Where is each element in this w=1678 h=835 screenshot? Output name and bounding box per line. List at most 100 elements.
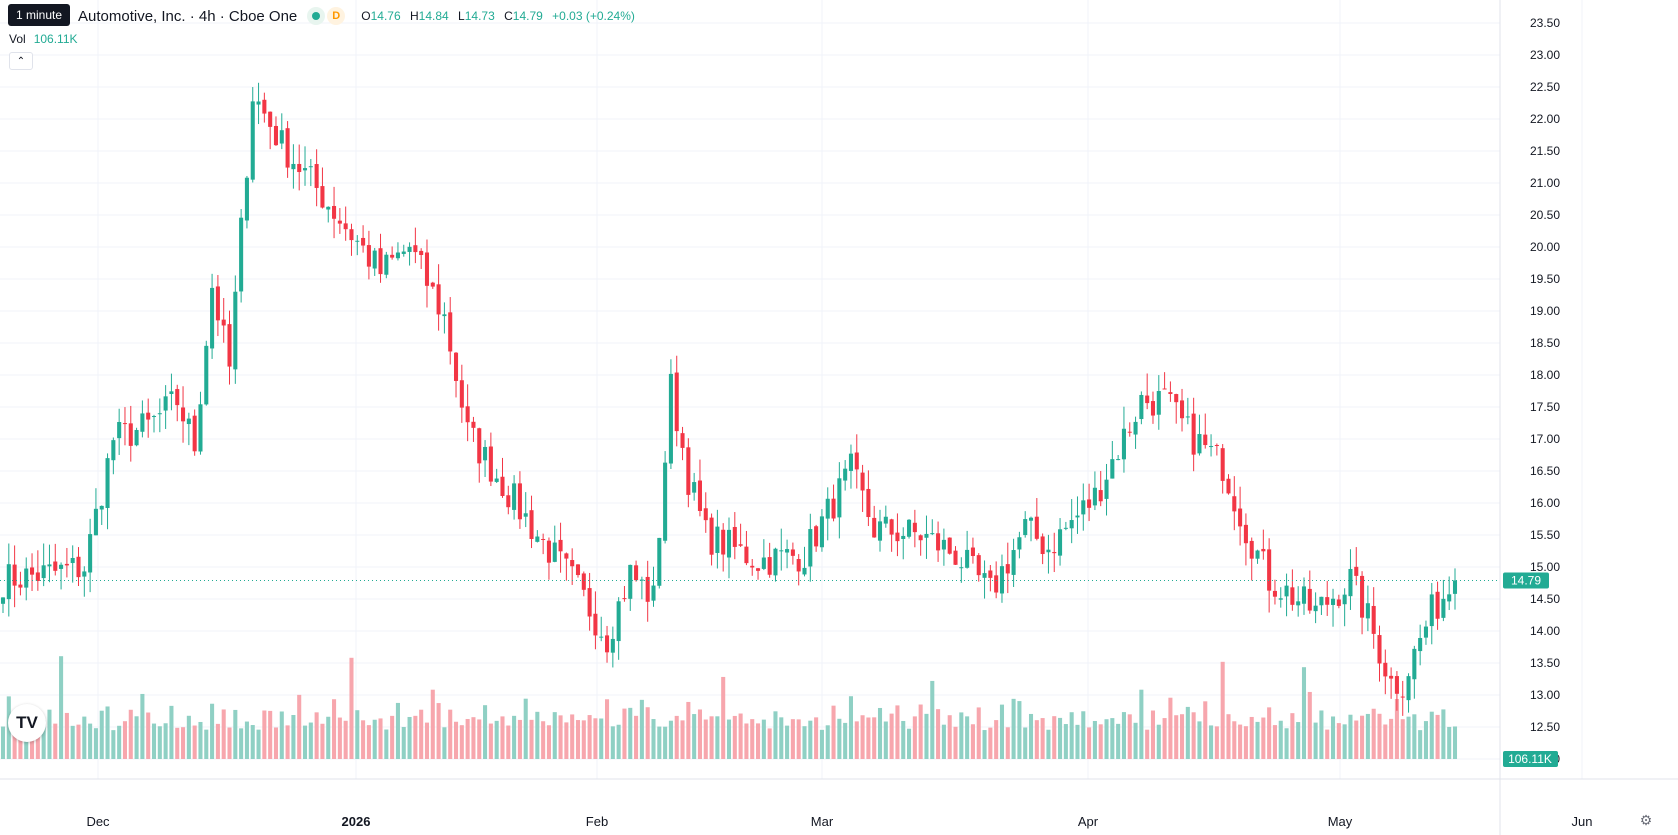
- candle-body: [1139, 394, 1144, 420]
- candle: [157, 398, 162, 433]
- candle-body: [622, 598, 627, 600]
- candle-body: [76, 556, 81, 578]
- candle-body: [494, 478, 499, 482]
- volume-bar: [1377, 713, 1382, 759]
- volume-bar: [773, 711, 778, 759]
- candle-body: [1209, 446, 1214, 448]
- candle: [1133, 416, 1138, 449]
- candle-body: [546, 540, 551, 563]
- candle-body: [756, 568, 761, 571]
- candle-body: [1087, 499, 1092, 508]
- candle-body: [47, 564, 52, 567]
- volume-bar: [1011, 698, 1016, 759]
- volume-bar: [535, 711, 540, 759]
- candle: [1377, 625, 1382, 682]
- volume-bar: [488, 723, 493, 759]
- candle-body: [877, 521, 883, 541]
- candle: [151, 414, 157, 433]
- candle: [1034, 498, 1039, 541]
- volume-bar: [1232, 721, 1237, 759]
- volume-bar: [64, 712, 69, 759]
- candle-body: [854, 452, 859, 470]
- candle: [88, 518, 93, 593]
- candle: [320, 167, 325, 209]
- candle-body: [750, 565, 755, 568]
- candle-body: [715, 526, 720, 553]
- candle-body: [0, 597, 6, 604]
- candle-body: [239, 217, 244, 292]
- candle-body: [1197, 434, 1202, 454]
- candle: [773, 547, 778, 582]
- volume-bar: [1087, 727, 1092, 759]
- candle-body: [889, 519, 894, 535]
- candle-body: [616, 601, 621, 642]
- candle-body: [175, 389, 180, 406]
- candle-body: [6, 564, 11, 600]
- candle: [1389, 667, 1394, 699]
- candle-body: [192, 415, 197, 452]
- candle-body: [593, 613, 598, 636]
- candle: [819, 509, 824, 552]
- gear-icon[interactable]: ⚙: [1639, 811, 1653, 828]
- volume-bar: [1330, 716, 1336, 759]
- candle: [268, 111, 273, 150]
- y-tick-label: 17.00: [1530, 432, 1560, 446]
- candle: [1185, 397, 1190, 425]
- candle-body: [1348, 568, 1353, 597]
- volume-bar: [483, 705, 488, 759]
- candle-body: [151, 416, 157, 418]
- candle-body: [674, 372, 679, 432]
- candle: [1174, 393, 1179, 424]
- candle-body: [663, 462, 668, 541]
- volume-bar: [459, 725, 464, 759]
- volume-bar: [843, 722, 848, 759]
- tradingview-logo[interactable]: TV: [8, 704, 46, 742]
- candle: [192, 409, 197, 456]
- candle: [1145, 373, 1150, 410]
- price-axis[interactable]: 23.50 23.00 22.50 22.00 21.50 21.00 20.50 20.00…: [1499, 0, 1560, 835]
- candle: [384, 251, 389, 279]
- candle: [239, 209, 244, 303]
- candle: [355, 235, 360, 256]
- volume-bar: [756, 723, 761, 759]
- candle: [1330, 588, 1336, 627]
- candle: [953, 546, 958, 566]
- volume-bar: [599, 718, 604, 759]
- volume-bar: [198, 721, 203, 759]
- candle-body: [982, 573, 987, 578]
- volume-bar: [715, 716, 720, 759]
- volume-bar: [1098, 724, 1103, 759]
- symbol-title[interactable]: Automotive, Inc. · 4h · Cboe One: [78, 7, 298, 25]
- candle-body: [1383, 662, 1388, 677]
- symbol-legend[interactable]: Automotive, Inc. · 4h · Cboe One D O14.7…: [78, 6, 635, 26]
- candle-body: [517, 483, 522, 520]
- candle-body: [128, 423, 133, 446]
- candle-body: [825, 498, 830, 519]
- volume-legend[interactable]: Vol 106.11K: [9, 32, 78, 46]
- candle: [1360, 571, 1365, 635]
- candle: [779, 528, 784, 571]
- volume-bar: [1046, 729, 1051, 759]
- candle-body: [668, 373, 673, 464]
- volume-bar: [616, 724, 621, 759]
- collapse-legend-button[interactable]: ⌃: [9, 52, 33, 70]
- candle: [1110, 441, 1115, 479]
- volume-bar: [1156, 724, 1161, 759]
- volume-bar: [1418, 730, 1423, 759]
- candle-body: [1127, 431, 1132, 433]
- candle: [99, 505, 104, 526]
- volume-bars: [0, 656, 1458, 759]
- candle: [930, 519, 935, 536]
- candle: [1098, 470, 1103, 507]
- volume-bar: [854, 721, 859, 759]
- volume-bar: [761, 719, 766, 759]
- volume-bar: [413, 715, 418, 759]
- candle: [1423, 620, 1428, 645]
- candle-body: [314, 164, 319, 188]
- candle: [1226, 474, 1231, 495]
- candle: [1272, 579, 1277, 605]
- candle: [1255, 549, 1260, 564]
- time-axis[interactable]: Dec 2026 Feb Mar Apr May Jun: [0, 778, 1678, 829]
- candle: [552, 525, 557, 563]
